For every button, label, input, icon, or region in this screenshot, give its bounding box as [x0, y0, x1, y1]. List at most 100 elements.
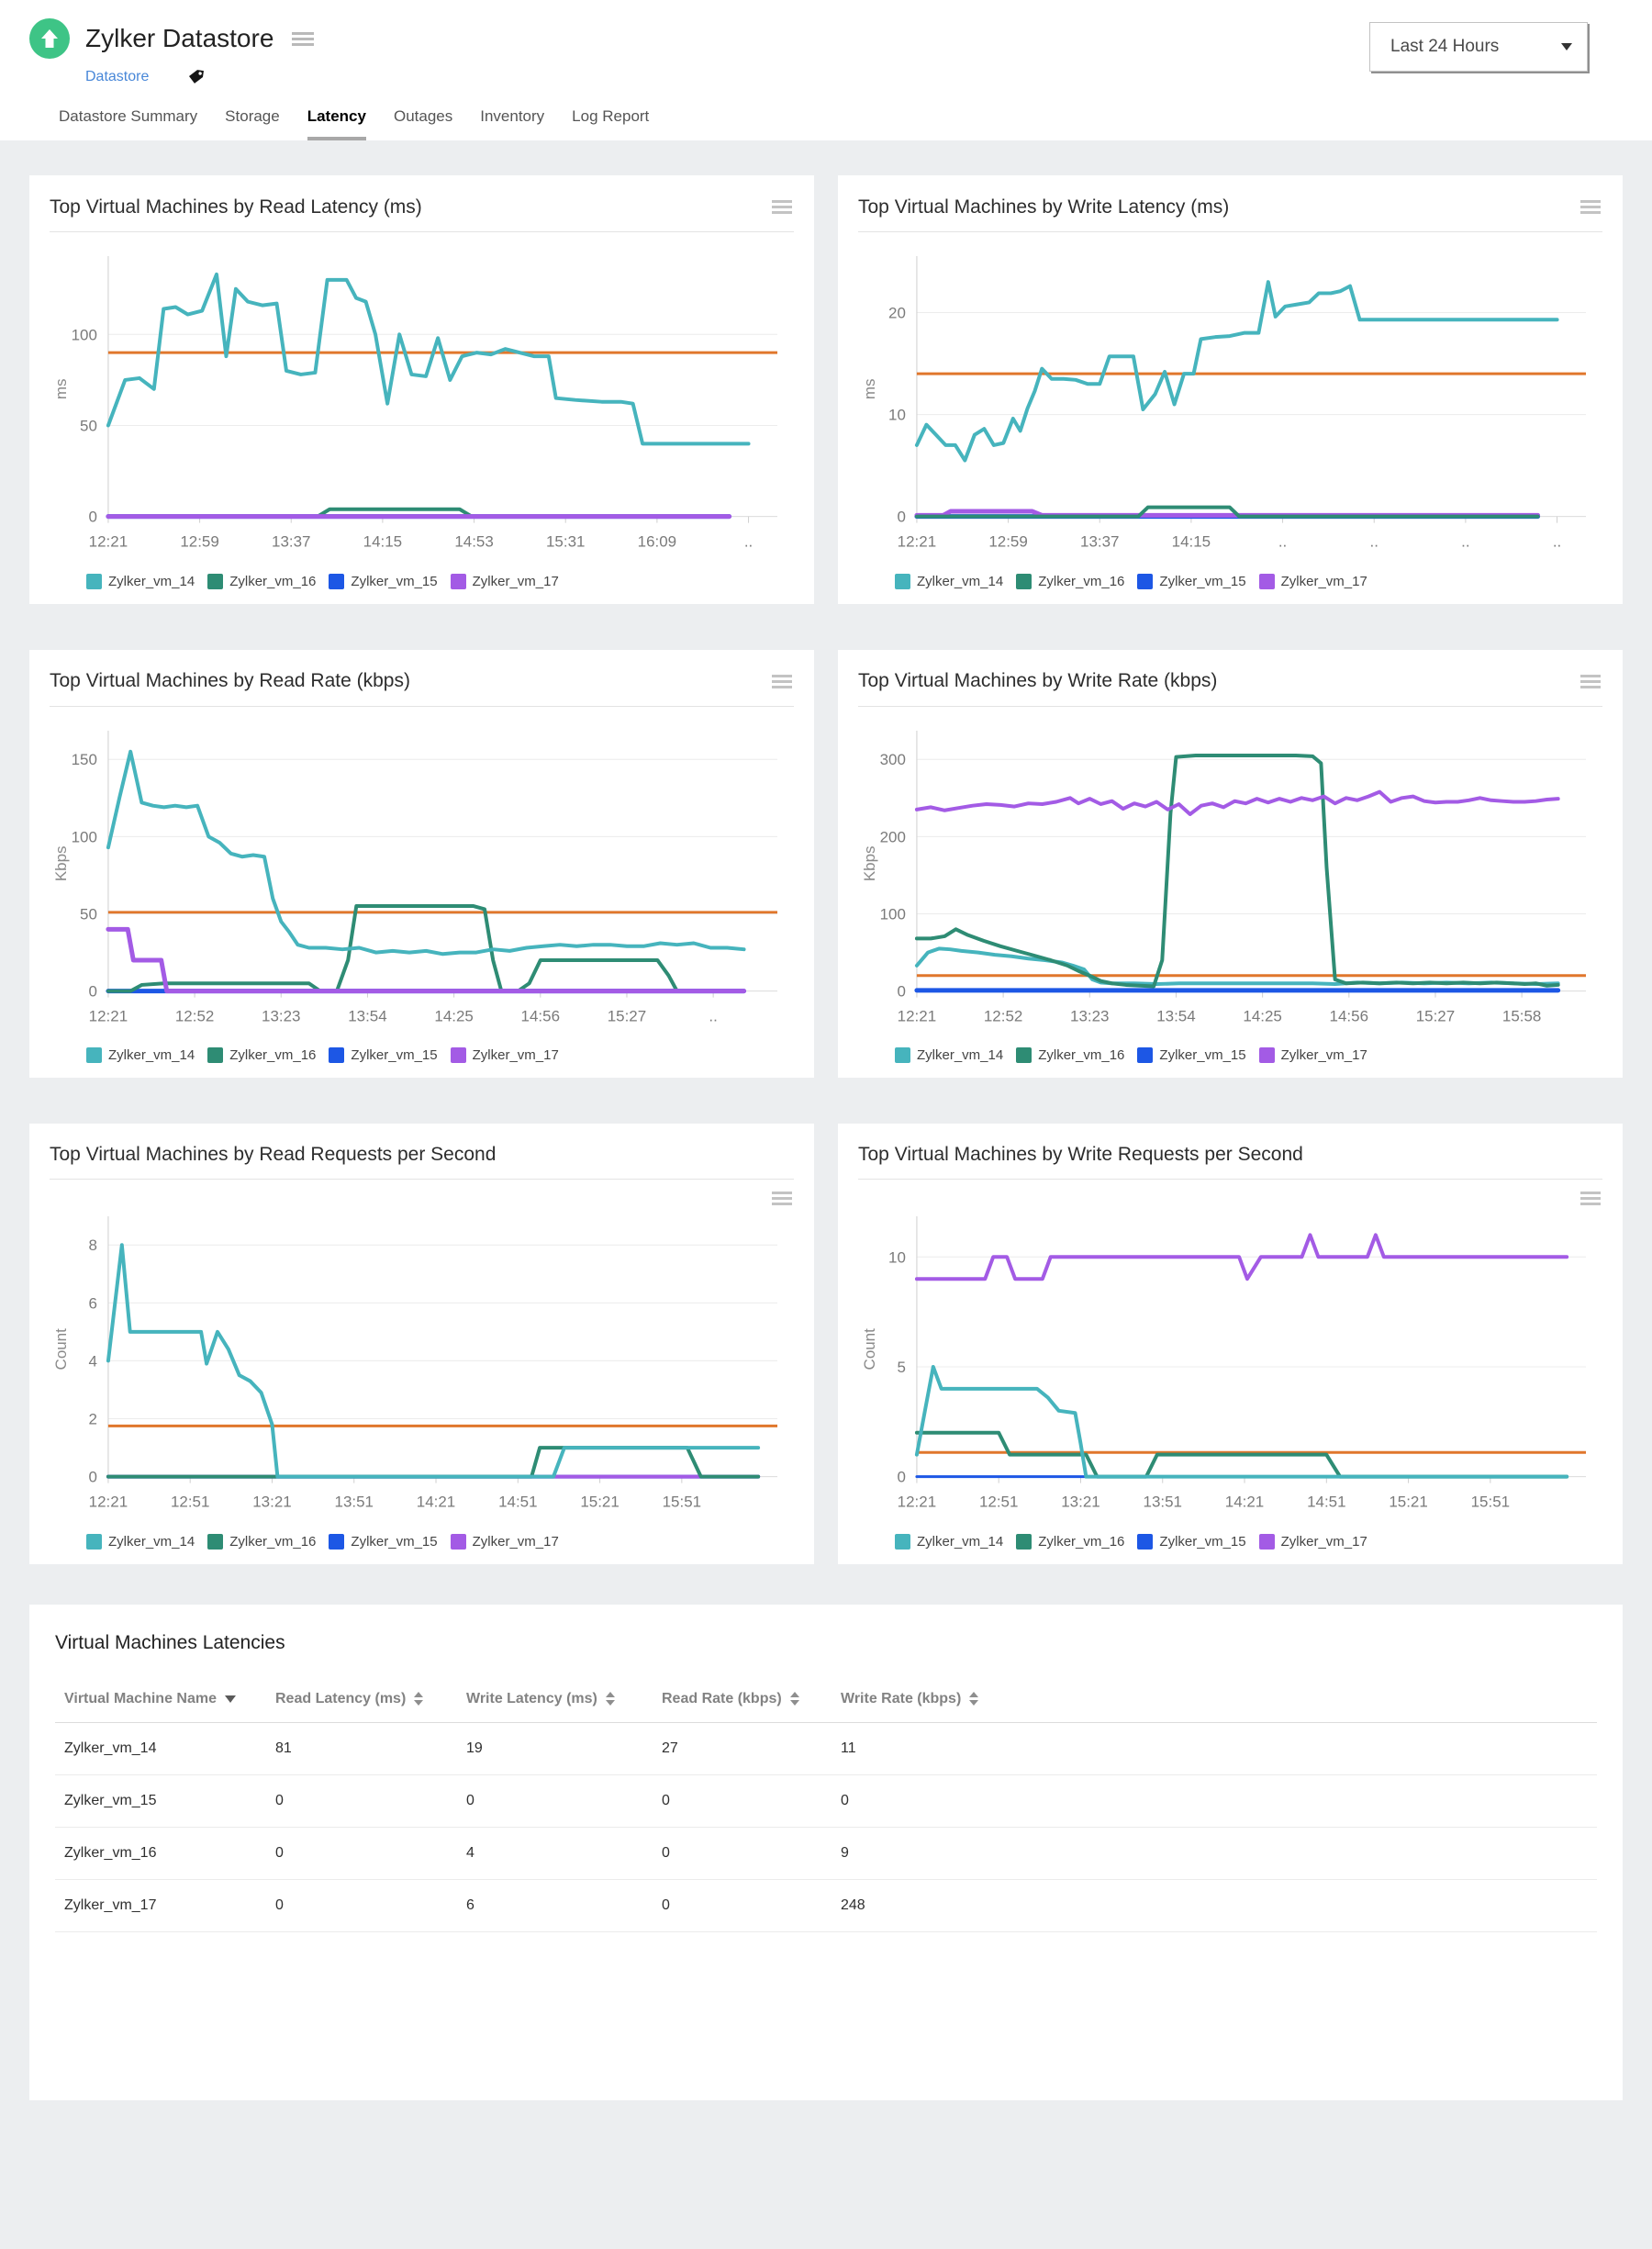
legend-label: Zylker_vm_14: [917, 1533, 1004, 1550]
legend-label: Zylker_vm_16: [1038, 1047, 1125, 1064]
legend-swatch: [1016, 1047, 1032, 1064]
svg-text:20: 20: [888, 305, 906, 322]
tag-icon[interactable]: [187, 68, 205, 85]
legend-swatch: [895, 1533, 910, 1550]
legend-item[interactable]: Zylker_vm_14: [895, 1533, 1004, 1550]
svg-text:16:09: 16:09: [638, 533, 676, 551]
legend-item[interactable]: Zylker_vm_15: [329, 1533, 438, 1550]
column-header-vm-name[interactable]: Virtual Machine Name: [55, 1675, 266, 1723]
time-range-select[interactable]: Last 24 Hours: [1369, 22, 1588, 72]
legend-label: Zylker_vm_17: [1280, 1533, 1367, 1550]
tab-inventory[interactable]: Inventory: [480, 107, 545, 125]
legend-swatch: [1258, 1533, 1275, 1550]
tab-latency[interactable]: Latency: [307, 107, 366, 140]
legend-item[interactable]: Zylker_vm_16: [1016, 1533, 1124, 1550]
legend-item[interactable]: Zylker_vm_14: [895, 573, 1004, 589]
tab-outages[interactable]: Outages: [393, 107, 453, 125]
chart-card-read-requests: Top Virtual Machines by Read Requests pe…: [29, 1124, 814, 1564]
svg-text:10: 10: [888, 407, 906, 424]
table-row: Zylker_vm_16 0 4 0 9: [55, 1827, 1597, 1880]
legend-swatch: [329, 1533, 345, 1550]
legend-item[interactable]: Zylker_vm_17: [1258, 573, 1367, 589]
title-menu-icon[interactable]: [288, 26, 318, 52]
sort-icon: [969, 1691, 979, 1706]
table-row: Zylker_vm_14 81 19 27 11: [55, 1722, 1597, 1775]
legend-item[interactable]: Zylker_vm_17: [1258, 1047, 1367, 1064]
legend-label: Zylker_vm_14: [917, 573, 1004, 589]
legend-swatch: [207, 1533, 224, 1550]
tab-storage[interactable]: Storage: [225, 107, 280, 125]
svg-text:ms: ms: [861, 378, 878, 399]
svg-text:0: 0: [89, 509, 97, 526]
legend-item[interactable]: Zylker_vm_15: [1137, 573, 1246, 589]
main-content: Top Virtual Machines by Read Latency (ms…: [0, 140, 1652, 2100]
legend-item[interactable]: Zylker_vm_16: [207, 1047, 316, 1064]
svg-text:12:21: 12:21: [89, 1007, 128, 1024]
chart-canvas: 0 50 100 12:21 12:59 13:37 14:15 14:53 15:31 16:0…: [52, 255, 778, 551]
svg-text:4: 4: [89, 1353, 97, 1371]
legend-item[interactable]: Zylker_vm_14: [86, 1047, 195, 1064]
tab-datastore-summary[interactable]: Datastore Summary: [59, 107, 198, 125]
svg-text:50: 50: [80, 905, 97, 923]
legend-item[interactable]: Zylker_vm_17: [450, 1533, 559, 1550]
legend-item[interactable]: Zylker_vm_16: [207, 573, 316, 589]
legend-item[interactable]: Zylker_vm_14: [895, 1047, 1003, 1064]
svg-text:..: ..: [1461, 533, 1469, 551]
svg-text:13:37: 13:37: [1080, 533, 1119, 551]
svg-text:0: 0: [898, 509, 906, 526]
vm-latencies-panel: Virtual Machines Latencies Virtual Machi…: [29, 1604, 1623, 2100]
legend-item[interactable]: Zylker_vm_17: [450, 1047, 559, 1064]
svg-text:13:51: 13:51: [335, 1494, 374, 1511]
legend-item[interactable]: Zylker_vm_15: [329, 1047, 438, 1064]
legend-item[interactable]: Zylker_vm_16: [1016, 1047, 1125, 1064]
legend-swatch: [86, 1047, 102, 1064]
legend-item[interactable]: Zylker_vm_16: [207, 1533, 316, 1550]
legend-swatch: [1137, 1533, 1154, 1550]
dropdown-arrow-icon: [1561, 43, 1572, 50]
chart-menu-icon[interactable]: [770, 196, 794, 218]
svg-text:12:59: 12:59: [180, 533, 218, 551]
svg-text:15:58: 15:58: [1502, 1007, 1541, 1024]
legend-item[interactable]: Zylker_vm_17: [450, 573, 559, 589]
column-header-read-rate[interactable]: Read Rate (kbps): [653, 1675, 832, 1723]
chart-legend: Zylker_vm_14 Zylker_vm_16 Zylker_vm_15 Zylk…: [895, 1533, 1602, 1550]
svg-text:2: 2: [89, 1411, 97, 1428]
legend-item[interactable]: Zylker_vm_14: [86, 573, 195, 589]
svg-text:13:23: 13:23: [262, 1007, 300, 1024]
svg-text:13:37: 13:37: [272, 533, 310, 551]
legend-item[interactable]: Zylker_vm_15: [329, 573, 438, 589]
legend-swatch: [329, 573, 345, 589]
legend-item[interactable]: Zylker_vm_15: [1137, 1533, 1246, 1550]
svg-text:..: ..: [1278, 533, 1287, 551]
legend-item[interactable]: Zylker_vm_14: [86, 1533, 195, 1550]
column-header-read-latency[interactable]: Read Latency (ms): [266, 1675, 457, 1723]
svg-text:6: 6: [89, 1294, 97, 1312]
legend-item[interactable]: Zylker_vm_16: [1016, 573, 1124, 589]
sort-desc-icon: [224, 1695, 236, 1703]
svg-text:14:21: 14:21: [417, 1494, 455, 1511]
chart-read-latency: 0 50 100 12:21 12:59 13:37 14:15 14:53 15:31 16:0…: [50, 247, 794, 589]
legend-item[interactable]: Zylker_vm_17: [1258, 1533, 1367, 1550]
chart-menu-icon[interactable]: [1579, 196, 1602, 218]
table-row: Zylker_vm_15 0 0 0 0: [55, 1774, 1597, 1828]
legend-swatch: [86, 573, 102, 589]
column-header-write-latency[interactable]: Write Latency (ms): [457, 1675, 653, 1723]
chart-menu-icon[interactable]: [1579, 670, 1602, 693]
svg-text:..: ..: [1553, 533, 1561, 551]
legend-swatch: [1137, 1047, 1154, 1064]
legend-label: Zylker_vm_17: [1280, 1047, 1367, 1064]
chart-menu-icon[interactable]: [770, 670, 794, 693]
svg-text:13:51: 13:51: [1144, 1494, 1182, 1511]
page-title: Zylker Datastore: [85, 24, 274, 52]
svg-text:15:21: 15:21: [580, 1494, 619, 1511]
chart-menu-icon[interactable]: [770, 1187, 794, 1206]
chart-menu-icon[interactable]: [1579, 1187, 1602, 1206]
svg-text:13:54: 13:54: [1156, 1007, 1195, 1024]
svg-text:0: 0: [898, 982, 906, 1000]
datastore-link[interactable]: Datastore: [85, 68, 150, 84]
column-header-write-rate[interactable]: Write Rate (kbps): [832, 1675, 1597, 1723]
legend-label: Zylker_vm_17: [472, 573, 559, 589]
tab-log-report[interactable]: Log Report: [572, 107, 650, 125]
svg-text:100: 100: [880, 905, 906, 923]
legend-item[interactable]: Zylker_vm_15: [1137, 1047, 1246, 1064]
